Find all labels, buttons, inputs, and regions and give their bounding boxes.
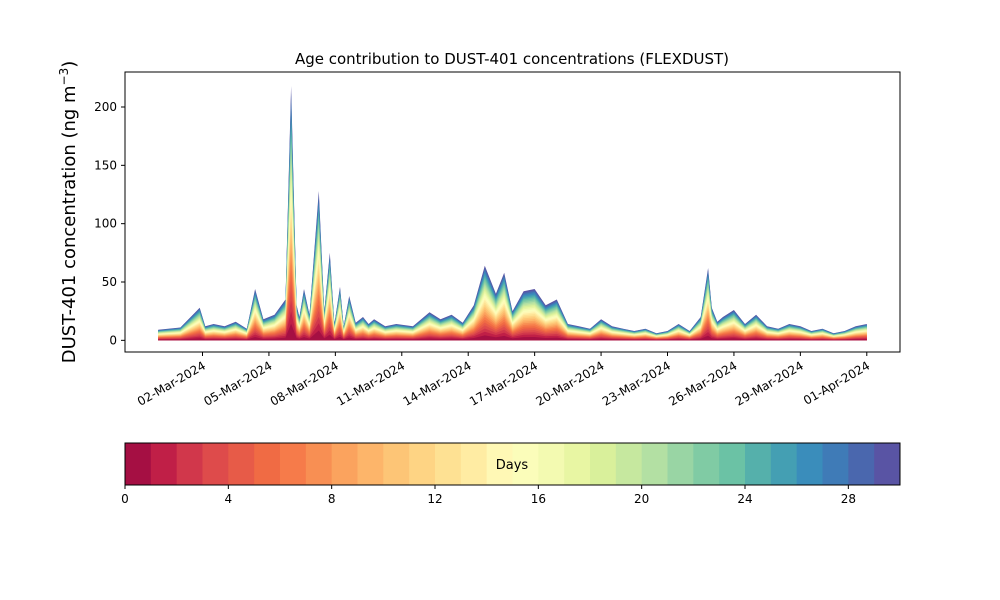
colorbar-segment <box>848 443 875 485</box>
colorbar-segment <box>228 443 255 485</box>
colorbar-tick-label: 4 <box>225 492 233 506</box>
x-tick-label: 01-Apr-2024 <box>801 358 872 407</box>
x-tick-label: 26-Mar-2024 <box>666 358 739 408</box>
colorbar-segment <box>590 443 617 485</box>
colorbar-segment <box>770 443 798 485</box>
colorbar-segment <box>305 443 333 485</box>
x-tick-label: 11-Mar-2024 <box>334 358 407 408</box>
y-axis-label-sup: −3 <box>57 68 71 86</box>
colorbar-tick-label: 0 <box>121 492 129 506</box>
colorbar: 0 4 8 12 16 20 24 28 <box>121 442 901 506</box>
area-layer-day-26 <box>158 106 867 341</box>
colorbar-segment <box>409 443 436 485</box>
y-tick-label: 100 <box>94 217 117 231</box>
colorbar-segment <box>460 443 488 485</box>
area-layer-day-25 <box>158 113 867 341</box>
y-axis-label-close: ) <box>59 61 80 68</box>
y-tick-label: 0 <box>109 333 117 347</box>
colorbar-tick-label: 24 <box>737 492 752 506</box>
colorbar-segment <box>280 443 307 485</box>
area-layer-day-23 <box>158 127 867 341</box>
colorbar-segment <box>512 443 539 485</box>
area-layer-day-28 <box>158 92 867 341</box>
colorbar-segment <box>874 443 901 485</box>
colorbar-tick-label: 16 <box>531 492 546 506</box>
colorbar-segment <box>693 443 720 485</box>
colorbar-segment <box>667 443 694 485</box>
area-layer-day-27 <box>158 99 867 341</box>
colorbar-segment <box>719 443 746 485</box>
colorbar-segment <box>538 443 565 485</box>
colorbar-segment <box>383 443 410 485</box>
colorbar-label: Days <box>496 458 529 473</box>
colorbar-segment <box>254 443 281 485</box>
x-tick-label: 05-Mar-2024 <box>201 358 274 408</box>
colorbar-tick-label: 12 <box>427 492 442 506</box>
x-tick-label: 29-Mar-2024 <box>733 358 806 408</box>
colorbar-segment <box>615 443 643 485</box>
y-axis-ticks: 0 50 100 150 200 <box>94 100 125 347</box>
colorbar-segment <box>745 443 772 485</box>
colorbar-segment <box>176 443 203 485</box>
x-axis-ticks: 02-Mar-202405-Mar-202408-Mar-202411-Mar-… <box>135 352 872 409</box>
x-tick-label: 08-Mar-2024 <box>268 358 341 408</box>
colorbar-segment <box>486 443 513 485</box>
y-axis-label: DUST-401 concentration (ng m−3) <box>57 61 80 364</box>
y-tick-label: 50 <box>102 275 117 289</box>
colorbar-segment <box>125 443 152 485</box>
colorbar-tick-label: 20 <box>634 492 649 506</box>
y-tick-label: 150 <box>94 158 117 172</box>
chart-title: Age contribution to DUST-401 concentrati… <box>295 50 729 68</box>
colorbar-segment <box>435 443 462 485</box>
colorbar-segment <box>150 443 178 485</box>
colorbar-segment <box>822 443 849 485</box>
colorbar-tick-label: 28 <box>841 492 856 506</box>
stacked-area-layers <box>158 86 867 341</box>
colorbar-frame <box>124 442 901 486</box>
x-tick-label: 20-Mar-2024 <box>533 358 606 408</box>
area-layer-day-22 <box>158 134 867 341</box>
area-layer-day-29 <box>158 86 867 341</box>
area-layer-day-21 <box>158 141 867 341</box>
x-tick-label: 17-Mar-2024 <box>467 358 540 408</box>
colorbar-tick-label: 8 <box>328 492 336 506</box>
x-tick-label: 02-Mar-2024 <box>135 358 208 408</box>
colorbar-segment <box>202 443 229 485</box>
x-tick-label: 23-Mar-2024 <box>600 358 673 408</box>
plot-frame <box>124 71 901 353</box>
colorbar-segment <box>796 443 823 485</box>
colorbar-segment <box>564 443 591 485</box>
area-layer-day-24 <box>158 120 867 341</box>
x-tick-label: 14-Mar-2024 <box>401 358 474 408</box>
colorbar-segment <box>331 443 358 485</box>
y-axis-label-main: DUST-401 concentration (ng m <box>59 85 80 363</box>
y-tick-label: 200 <box>94 100 117 114</box>
colorbar-segment <box>641 443 668 485</box>
colorbar-segment <box>357 443 384 485</box>
